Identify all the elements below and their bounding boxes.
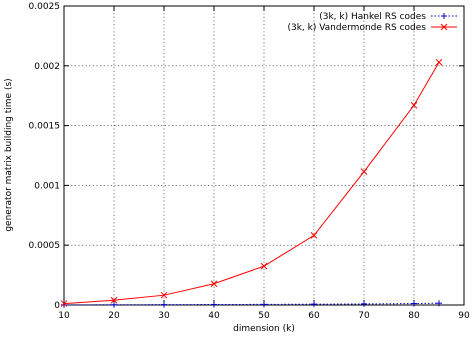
series-line — [63, 61, 440, 305]
x-tick-label: 70 — [358, 311, 370, 321]
plot-frame — [63, 5, 465, 306]
marker-stroke — [210, 280, 218, 288]
y-tick-label: 0.001 — [34, 181, 60, 191]
x-axis-label: dimension (k) — [233, 324, 295, 334]
legend-marker — [440, 23, 448, 31]
marker-stroke — [435, 58, 443, 66]
data-point — [61, 301, 67, 308]
x-tick-label: 10 — [58, 311, 70, 321]
data-point — [210, 280, 218, 288]
x-tick-label: 90 — [458, 311, 470, 321]
x-tick-label: 60 — [308, 311, 320, 321]
data-point — [311, 301, 317, 308]
data-point — [161, 301, 167, 308]
marker-stroke — [410, 101, 418, 109]
data-point — [111, 301, 117, 308]
marker-stroke — [310, 232, 318, 239]
legend: (3k, k) Hankel RS codes(3k, k) Vandermon… — [287, 12, 457, 33]
marker-stroke — [160, 291, 168, 299]
y-tick-label: 0.0005 — [29, 241, 61, 251]
axis-ticks: 10 20 30 40 50 60 70 80 90 0 0.0005 0.001 0.0015 0.00… — [29, 2, 470, 321]
marker-stroke — [110, 296, 118, 304]
data-point — [435, 58, 443, 66]
y-tick-label: 0.0015 — [29, 122, 61, 132]
x-tick-label: 50 — [258, 311, 270, 321]
grid — [64, 6, 464, 305]
data-point — [310, 232, 318, 239]
legend-label: (3k, k) Vandermonde RS codes — [287, 23, 426, 33]
data-point — [110, 296, 118, 304]
marker-stroke — [260, 262, 268, 270]
data-point — [211, 301, 217, 308]
x-tick-label: 40 — [208, 311, 220, 321]
y-tick-label: 0.0025 — [29, 2, 61, 12]
y-tick-label: 0 — [54, 301, 60, 311]
x-tick-label: 80 — [408, 311, 420, 321]
data-point — [360, 168, 368, 175]
y-tick-label: 0.002 — [34, 62, 60, 72]
data-point — [160, 291, 168, 299]
data-point — [436, 300, 442, 307]
series-layer — [60, 58, 443, 308]
data-point — [410, 101, 418, 109]
legend-label: (3k, k) Hankel RS codes — [319, 12, 426, 22]
marker-stroke — [360, 168, 368, 175]
marker-stroke — [60, 300, 68, 307]
data-point — [60, 300, 68, 307]
data-point — [261, 301, 267, 308]
x-tick-label: 20 — [108, 311, 120, 321]
x-tick-label: 30 — [158, 311, 170, 321]
data-point — [260, 262, 268, 270]
data-point — [361, 300, 367, 307]
y-axis-label: generator matrix building time (s) — [4, 78, 14, 231]
data-point — [411, 300, 417, 307]
